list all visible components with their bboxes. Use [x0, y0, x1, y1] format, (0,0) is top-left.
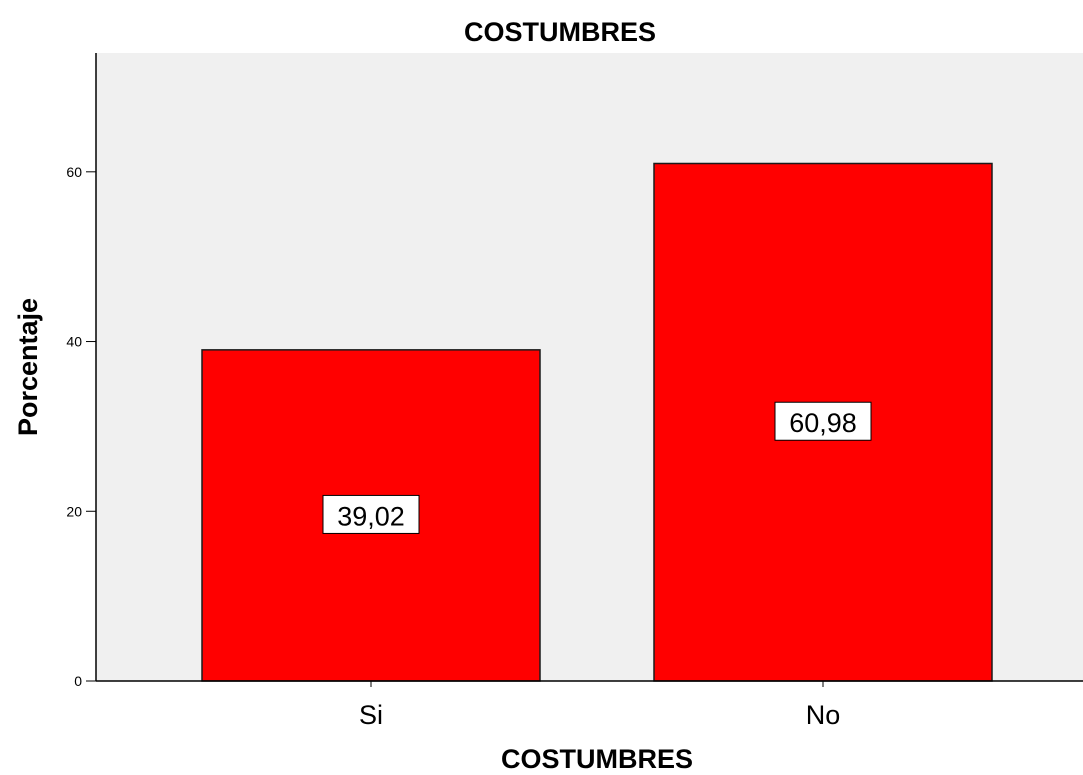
data-label-si: 39,02 [322, 494, 420, 534]
x-category-label: No [806, 700, 841, 730]
data-label-no: 60,98 [774, 401, 872, 441]
x-axis-title: COSTUMBRES [501, 744, 693, 774]
data-label-text: 60,98 [789, 408, 857, 438]
y-tick-label: 60 [66, 164, 82, 180]
y-tick-label: 20 [66, 503, 82, 519]
y-axis-title: Porcentaje [13, 298, 43, 436]
y-tick-label: 0 [74, 673, 82, 689]
x-category-label: Si [359, 700, 383, 730]
data-label-box [322, 494, 420, 534]
data-label-text: 39,02 [337, 501, 405, 531]
y-tick-label: 40 [66, 334, 82, 350]
chart-title: COSTUMBRES [464, 17, 656, 47]
data-label-box [774, 401, 872, 441]
